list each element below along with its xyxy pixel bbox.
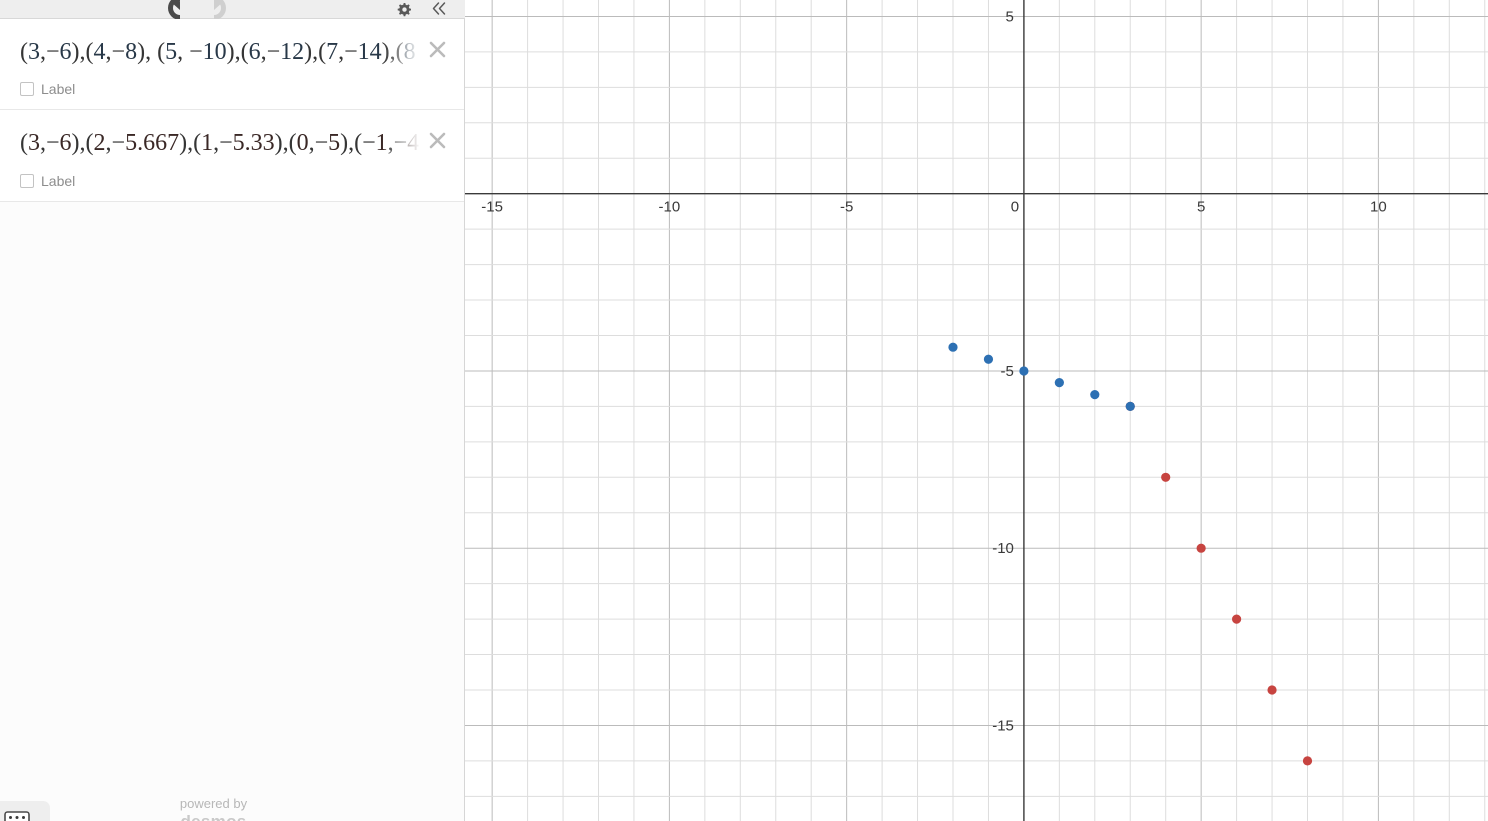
- svg-text:5: 5: [1006, 8, 1014, 25]
- svg-text:-15: -15: [992, 717, 1014, 734]
- svg-text:-5: -5: [840, 199, 853, 216]
- svg-text:0: 0: [1011, 199, 1019, 216]
- svg-text:5: 5: [1197, 199, 1205, 216]
- svg-text:-15: -15: [481, 199, 503, 216]
- svg-text:10: 10: [1370, 199, 1387, 216]
- svg-text:-10: -10: [659, 199, 681, 216]
- svg-text:-5: -5: [1001, 363, 1014, 380]
- svg-text:-10: -10: [992, 540, 1014, 557]
